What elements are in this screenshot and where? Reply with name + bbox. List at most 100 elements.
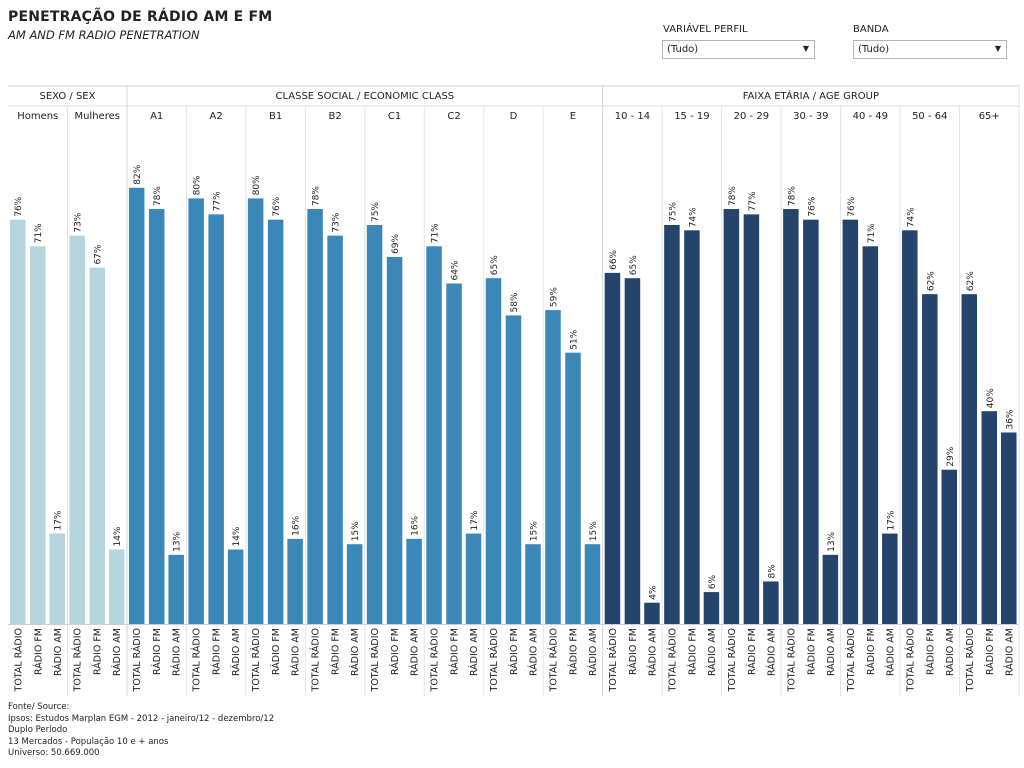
measure-axis-label: TOTAL RÁDIO [607, 628, 619, 692]
bar-value-label: 69% [391, 233, 401, 253]
measure-axis-label: TOTAL RÁDIO [131, 628, 143, 692]
filter-label-perfil: VARIÁVEL PERFIL [663, 24, 748, 35]
category-label: 15 - 19 [674, 111, 709, 122]
category-label: E [570, 111, 576, 122]
measure-axis-label: TOTAL RÁDIO [845, 628, 857, 692]
measure-axis-label: TOTAL RÁDIO [547, 628, 559, 692]
bar [128, 187, 145, 624]
bar-value-label: 15% [530, 521, 540, 541]
bar [267, 219, 284, 624]
category-label: 20 - 29 [734, 111, 769, 122]
bar [89, 267, 105, 624]
measure-axis-label: RÁDIO AM [765, 628, 777, 676]
bar [386, 256, 403, 624]
measure-axis-label: RÁDIO FM [92, 628, 104, 675]
measure-axis-label: RÁDIO FM [924, 628, 936, 675]
measure-axis-label: RÁDIO AM [290, 628, 302, 676]
bar-value-label: 16% [411, 515, 421, 535]
measure-axis-label: TOTAL RÁDIO [429, 628, 441, 692]
bar [604, 272, 621, 624]
bar [188, 198, 204, 624]
category-label: 65+ [979, 111, 1000, 122]
bar-value-label: 13% [173, 531, 183, 551]
bar [584, 544, 601, 624]
category-label: 30 - 39 [793, 111, 828, 122]
bar [108, 549, 125, 624]
bar [723, 209, 740, 624]
bar-value-label: 14% [232, 526, 242, 546]
bar [565, 352, 581, 624]
bar [227, 549, 244, 624]
bar-value-label: 16% [292, 515, 302, 535]
bar [763, 581, 779, 624]
chevron-down-icon: ▼ [994, 44, 1001, 53]
measure-axis-label: RÁDIO FM [211, 628, 223, 675]
bar-value-label: 74% [906, 207, 916, 227]
bar-value-label: 6% [708, 574, 718, 589]
bar [30, 246, 46, 624]
category-label: C2 [447, 111, 460, 122]
bar [743, 214, 760, 625]
bar [406, 538, 422, 624]
measure-axis-label: TOTAL RÁDIO [250, 628, 262, 692]
bar-value-label: 71% [867, 223, 877, 243]
measure-axis-label: RÁDIO FM [984, 628, 996, 675]
bar-value-label: 29% [946, 446, 956, 466]
perfil-select[interactable]: (Tudo) ▼ [662, 40, 815, 59]
bar-chart: SEXO / SEX Homens 76% TOTAL RÁDIO 71% RÁDIO F… [8, 85, 1020, 696]
banda-select[interactable]: (Tudo) ▼ [853, 40, 1007, 59]
measure-axis-label: RÁDIO FM [330, 628, 342, 675]
measure-axis-label: RÁDIO AM [468, 628, 480, 676]
measure-axis-label: RÁDIO AM [52, 628, 64, 676]
bar [882, 533, 898, 624]
bar-value-label: 13% [827, 531, 837, 551]
bar-value-label: 59% [549, 287, 559, 307]
bar [525, 544, 541, 624]
measure-axis-label: RÁDIO FM [686, 628, 698, 675]
measure-axis-label: TOTAL RÁDIO [12, 628, 24, 692]
measure-axis-label: RÁDIO FM [389, 628, 401, 675]
footer-notes: Fonte/ Source: Ipsos: Estudos Marplan EG… [8, 702, 274, 760]
category-label: B1 [269, 111, 282, 122]
measure-axis-label: TOTAL RÁDIO [904, 628, 916, 692]
measure-axis-label: RÁDIO FM [449, 628, 461, 675]
measure-axis-label: TOTAL RÁDIO [785, 628, 797, 692]
page-title: PENETRAÇÃO DE RÁDIO AM E FM [8, 9, 273, 25]
measure-axis-label: TOTAL RÁDIO [488, 628, 500, 692]
measure-axis-label: RÁDIO AM [230, 628, 242, 676]
bar-value-label: 58% [510, 292, 520, 312]
perfil-select-value: (Tudo) [667, 44, 699, 55]
page-subtitle: AM AND FM RADIO PENETRATION [8, 28, 200, 42]
bar [684, 230, 700, 624]
category-label: C1 [388, 111, 401, 122]
measure-axis-label: RÁDIO FM [508, 628, 520, 675]
bar-value-label: 15% [589, 521, 599, 541]
measure-axis-label: RÁDIO FM [151, 628, 163, 675]
bar-value-label: 71% [431, 223, 441, 243]
bar [941, 469, 958, 624]
footer-line: Ipsos: Estudos Marplan EGM - 2012 - jane… [8, 713, 275, 724]
category-label: 50 - 64 [912, 111, 947, 122]
group-header: CLASSE SOCIAL / ECONOMIC CLASS [275, 91, 454, 102]
measure-axis-label: RÁDIO FM [270, 628, 282, 675]
bar [624, 278, 641, 624]
bar-value-label: 71% [34, 223, 44, 243]
banda-select-value: (Tudo) [858, 44, 890, 55]
bar [783, 209, 799, 624]
bar [366, 225, 383, 624]
measure-axis-label: TOTAL RÁDIO [726, 628, 738, 692]
footer-line: 13 Mercados - População 10 e + anos [8, 736, 169, 747]
measure-axis-label: TOTAL RÁDIO [369, 628, 381, 692]
measure-axis-label: RÁDIO AM [111, 628, 123, 676]
measure-axis-label: RÁDIO FM [865, 628, 877, 675]
bar [247, 198, 264, 624]
measure-axis-label: TOTAL RÁDIO [964, 628, 976, 692]
bar-value-label: 4% [648, 585, 658, 600]
bar-value-label: 36% [1005, 409, 1015, 429]
measure-axis-label: RÁDIO FM [627, 628, 639, 675]
measure-axis-label: RÁDIO AM [1003, 628, 1015, 676]
bar [307, 209, 323, 624]
bar-value-label: 66% [609, 249, 619, 269]
measure-axis-label: RÁDIO AM [646, 628, 658, 676]
measure-axis-label: RÁDIO AM [884, 628, 896, 676]
